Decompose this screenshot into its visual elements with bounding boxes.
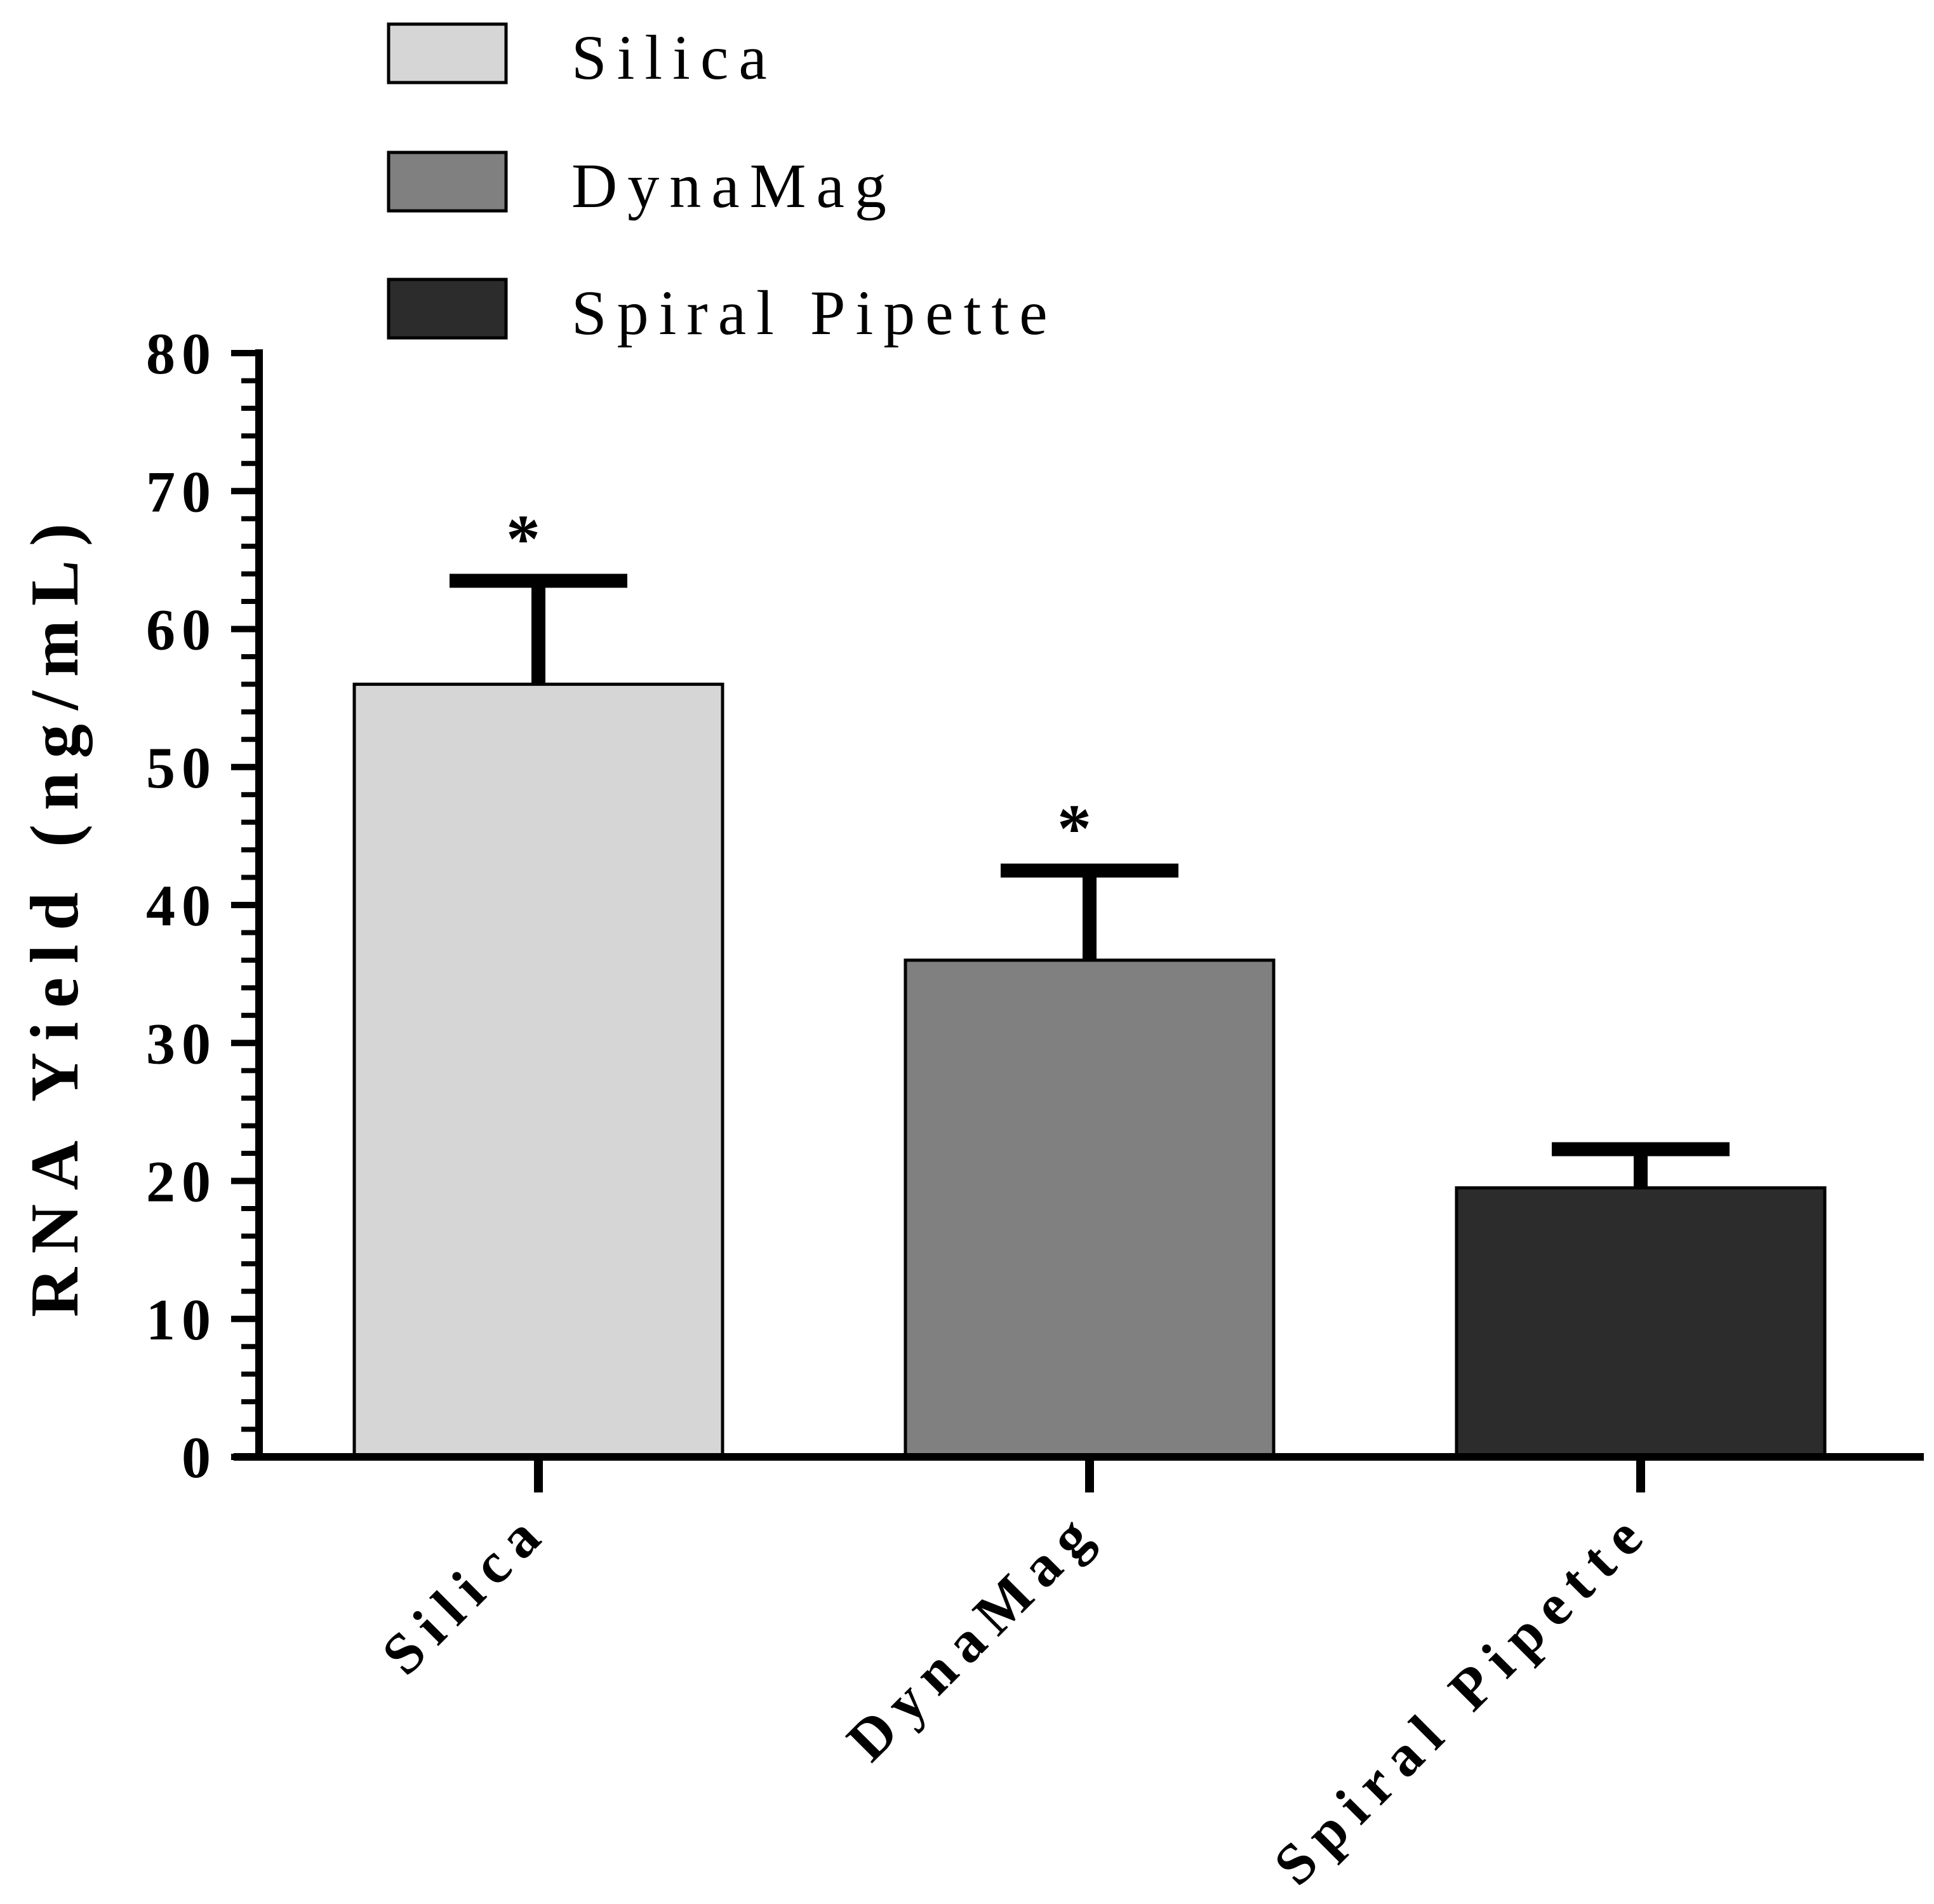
legend-swatch-silica bbox=[387, 22, 508, 84]
significance-marker-silica: * bbox=[506, 501, 540, 577]
y-tick-label-80: 80 bbox=[146, 321, 217, 386]
legend-label-dynamag: DynaMag bbox=[571, 151, 897, 221]
legend-swatch-dynamag bbox=[387, 151, 508, 213]
bar-silica bbox=[352, 682, 724, 1459]
legend-label-spiral-pipette: Spiral Pipette bbox=[571, 278, 1058, 348]
y-tick-label-30: 30 bbox=[146, 1011, 217, 1076]
significance-marker-dynamag: * bbox=[1057, 791, 1091, 867]
legend-label-silica: Silica bbox=[571, 22, 777, 93]
y-tick-label-70: 70 bbox=[146, 459, 217, 524]
significance-markers: * * bbox=[506, 501, 1091, 866]
legend: Silica DynaMag Spiral Pipette bbox=[387, 22, 1058, 348]
bar-spiral-pipette bbox=[1455, 1186, 1827, 1459]
legend-entry-spiral-pipette: Spiral Pipette bbox=[387, 278, 1058, 348]
chart-marks bbox=[231, 349, 1924, 1492]
y-tick-label-0: 0 bbox=[182, 1425, 217, 1490]
y-tick-label-40: 40 bbox=[146, 873, 217, 938]
y-axis-tick-labels: 0 10 20 30 40 50 60 70 80 bbox=[146, 321, 217, 1490]
y-tick-label-60: 60 bbox=[146, 598, 217, 662]
bar-dynamag bbox=[904, 958, 1276, 1459]
y-axis-title: RNA Yield (ng/mL) bbox=[17, 509, 93, 1317]
y-tick-label-10: 10 bbox=[146, 1287, 217, 1352]
legend-entry-dynamag: DynaMag bbox=[387, 151, 897, 221]
legend-swatch-spiral-pipette bbox=[387, 278, 508, 340]
y-tick-label-50: 50 bbox=[146, 735, 217, 800]
legend-entry-silica: Silica bbox=[387, 22, 777, 93]
y-tick-label-20: 20 bbox=[146, 1150, 217, 1214]
